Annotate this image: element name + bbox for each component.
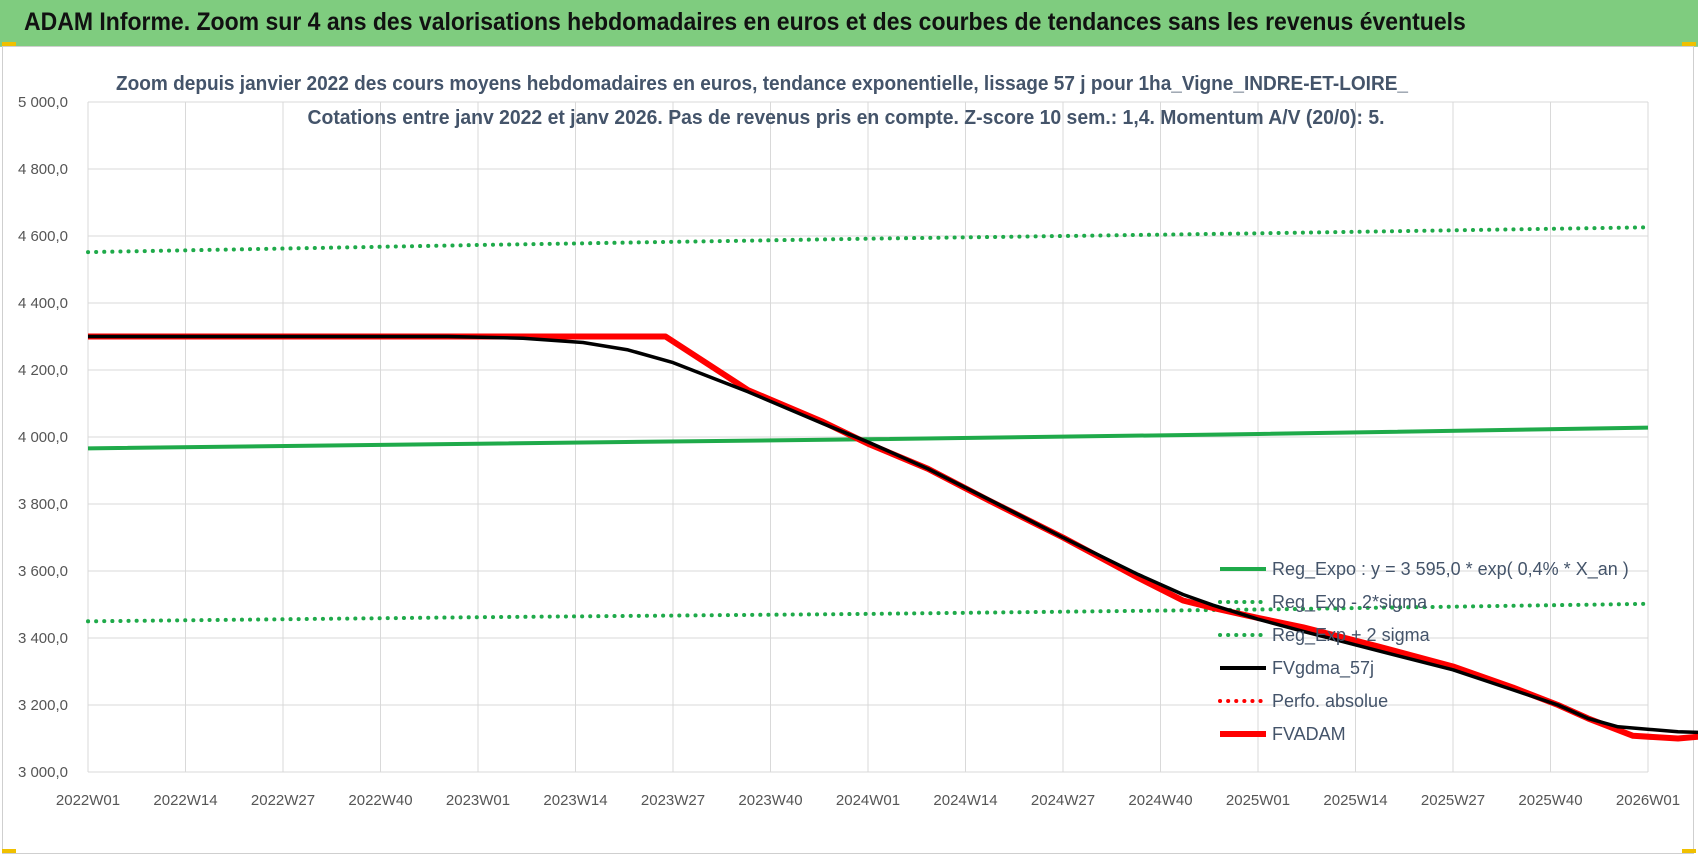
x-tick-label: 2024W01: [836, 792, 900, 809]
x-tick-label: 2023W40: [738, 792, 802, 809]
series-line-reg-expo-y-3-595-0-exp-0-4-x-an: [87, 425, 1649, 451]
frame-corner-tl: [2, 42, 16, 46]
x-tick-label: 2025W14: [1323, 792, 1387, 809]
y-tick-label: 4 600,0: [18, 228, 68, 245]
x-tick-label: 2022W40: [348, 792, 412, 809]
x-tick-label: 2022W14: [153, 792, 217, 809]
x-tick-label: 2024W14: [933, 792, 997, 809]
y-tick-label: 4 800,0: [18, 161, 68, 178]
chart-title-line-1: Zoom depuis janvier 2022 des cours moyen…: [116, 73, 1409, 95]
chart-frame: [2, 46, 1694, 854]
frame-corner-bl: [2, 849, 16, 853]
x-tick-label: 2022W27: [251, 792, 315, 809]
x-tick-label: 2023W01: [446, 792, 510, 809]
series-line-fvadam: [88, 333, 1698, 742]
series-line-reg-exp-2-sigma: [86, 225, 1650, 255]
x-axis-ticks: 2022W01 2022W14 2022W27 2022W40 2023W01 2023W…: [56, 792, 1680, 809]
y-axis-ticks: 3 000,0 3 200,0 3 400,0 3 600,0 3 800,0 4 000…: [18, 94, 68, 781]
x-tick-label: 2026W01: [1616, 792, 1680, 809]
x-tick-label: 2025W40: [1518, 792, 1582, 809]
legend-label: Reg_Exp + 2 sigma: [1272, 625, 1431, 646]
report-banner: ADAM Informe. Zoom sur 4 ans des valoris…: [0, 0, 1698, 47]
legend-label: FVgdma_57j: [1272, 658, 1374, 679]
grid-lines: [87, 101, 1649, 773]
x-tick-label: 2022W01: [56, 792, 120, 809]
y-tick-label: 3 400,0: [18, 630, 68, 647]
legend-label: FVADAM: [1272, 724, 1346, 744]
x-tick-label: 2023W14: [543, 792, 607, 809]
x-tick-label: 2023W27: [641, 792, 705, 809]
legend-label: Perfo. absolue: [1272, 691, 1388, 711]
y-tick-label: 4 000,0: [18, 429, 68, 446]
frame-corner-br: [1682, 849, 1696, 853]
y-tick-label: 5 000,0: [18, 94, 68, 111]
y-tick-label: 3 600,0: [18, 563, 68, 580]
y-tick-label: 3 000,0: [18, 764, 68, 781]
series-line-reg-exp-2-sigma: [86, 601, 1650, 624]
legend-label: Reg_Exp - 2*sigma: [1272, 592, 1428, 613]
y-tick-label: 3 200,0: [18, 697, 68, 714]
y-tick-label: 3 800,0: [18, 496, 68, 513]
series-line-fvgdma-57j: [88, 334, 1698, 735]
y-tick-label: 4 200,0: [18, 362, 68, 379]
x-tick-label: 2025W27: [1421, 792, 1485, 809]
chart-title-line-2: Cotations entre janv 2022 et janv 2026. …: [308, 107, 1385, 129]
legend-label: Reg_Expo : y = 3 595,0 * exp( 0,4% * X_a…: [1272, 559, 1629, 580]
y-tick-label: 4 400,0: [18, 295, 68, 312]
x-tick-label: 2025W01: [1226, 792, 1290, 809]
series-lines: [86, 225, 1698, 742]
x-tick-label: 2024W27: [1031, 792, 1095, 809]
legend: Reg_Expo : y = 3 595,0 * exp( 0,4% * X_a…: [1218, 559, 1629, 744]
report-title: ADAM Informe. Zoom sur 4 ans des valoris…: [24, 8, 1466, 36]
frame-corner-tr: [1682, 42, 1696, 46]
x-tick-label: 2024W40: [1128, 792, 1192, 809]
